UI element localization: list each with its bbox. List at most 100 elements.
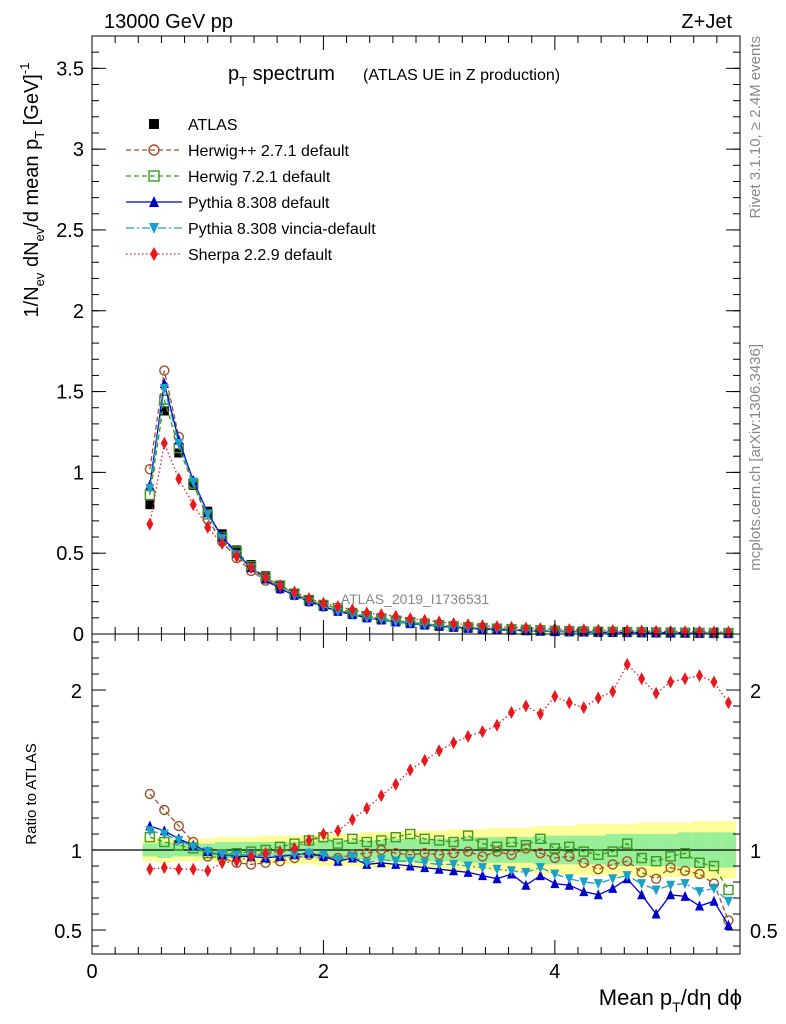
data-point [348,603,356,617]
ratio-y-tick-label-right: 0.5 [750,921,778,943]
ratio-point [144,788,156,800]
legend-label: Pythia 8.308 default [188,195,330,212]
ratio-point [580,701,588,715]
ratio-point [506,836,517,848]
ratio-point [564,879,574,890]
data-point [175,472,183,486]
ratio-point [174,835,184,846]
ratio-point [189,862,197,876]
legend-label: Sherpa 2.2.9 default [188,247,333,264]
ratio-point [636,852,647,864]
main-panel: 0 0.5 1 1.5 2 2.5 3 3.5 ATLAS_2019_I1736531 pT … [56,35,741,646]
legend-marker [148,170,160,182]
data-point [276,579,284,593]
data-point [146,517,154,531]
ratio-point [204,864,212,878]
ratio-point [652,686,660,700]
ratio-point [493,718,501,732]
ratio-point [435,744,443,758]
ratio-point [506,849,517,860]
x-tick-label: 2 [318,961,329,983]
series-sherpa-2-2-9-default [146,436,732,639]
ratio-point [709,895,719,906]
ratio-y-tick-label: 1 [71,841,82,863]
ratio-point [723,896,733,907]
ratio-point [159,804,170,816]
ratio-point [421,753,429,767]
ratio-point [521,867,531,878]
legend: ATLAS Herwig++ 2.7.1 default Herwig 7.2.1 … [126,117,376,264]
ratio-point [462,830,474,841]
data-point [696,625,703,639]
legend-marker [150,247,158,261]
data-point [450,616,458,630]
main-y-axis-label: 1/Nev dNev/d mean pT [GeV]-1 [17,63,47,318]
ratio-point [578,857,589,868]
ratio-point [622,871,632,882]
ratio-point [564,874,574,885]
ratio-point [667,675,675,689]
main-y-tick-label: 2.5 [56,220,84,242]
ratio-point [723,919,733,930]
ratio-point [434,859,444,870]
ratio-point [377,789,385,803]
ratio-point [681,672,689,686]
ratio-point [666,880,676,891]
ratio-point [247,849,255,863]
ratio-point [520,840,532,851]
data-point [159,406,169,416]
ratio-point [608,874,618,885]
ratio-point [333,855,343,866]
data-point [710,625,718,639]
legend-label: Pythia 8.308 vincia-default [188,221,376,238]
ratio-point [621,856,633,867]
ratio-point [607,859,618,870]
ratio-point [159,829,169,840]
ratio-point [203,847,213,858]
data-point [291,585,298,599]
ratio-series-pythia-8-308-vincia-default [145,826,733,907]
ratio-point [477,851,488,862]
data-point [522,621,530,635]
data-point [724,625,732,639]
ratio-point [723,884,734,896]
x-tick-label: 4 [549,961,560,983]
main-y-tick-label: 0.5 [56,543,84,565]
ratio-point [348,813,356,827]
ratio-point [173,820,184,832]
data-point [464,618,472,632]
ratio-line [149,830,729,902]
ratio-point [262,846,270,860]
legend-label: ATLAS [188,117,238,134]
ratio-point [217,850,227,861]
ratio-point [318,850,328,861]
data-point [493,620,501,634]
data-point [203,509,213,520]
ratio-point [536,707,544,721]
ratio-point [290,850,299,861]
ratio-point [564,841,575,852]
ratio-point [550,869,560,880]
ratio-point [145,826,155,837]
ratio-point [305,833,313,847]
ratio-point [363,801,371,815]
ratio-point [651,908,661,919]
ratio-point [679,865,691,876]
legend-marker [148,144,160,156]
data-point [204,520,212,534]
ratio-point [175,862,183,876]
ratio-point [419,833,430,844]
main-series-group [144,365,734,639]
legend-entry-sherpa-2-2-9-default: Sherpa 2.2.9 default [126,247,333,264]
ratio-point [347,851,357,862]
ratio-point [449,859,459,870]
ratio-point [479,725,487,739]
ratio-point [376,835,387,846]
ratio-point [709,883,719,894]
ratio-point [146,862,154,876]
ratio-point [535,863,545,874]
ratio-point [392,777,400,791]
ratio-point [463,861,473,872]
energy-label: 13000 GeV pp [104,11,233,33]
data-point [594,623,602,637]
